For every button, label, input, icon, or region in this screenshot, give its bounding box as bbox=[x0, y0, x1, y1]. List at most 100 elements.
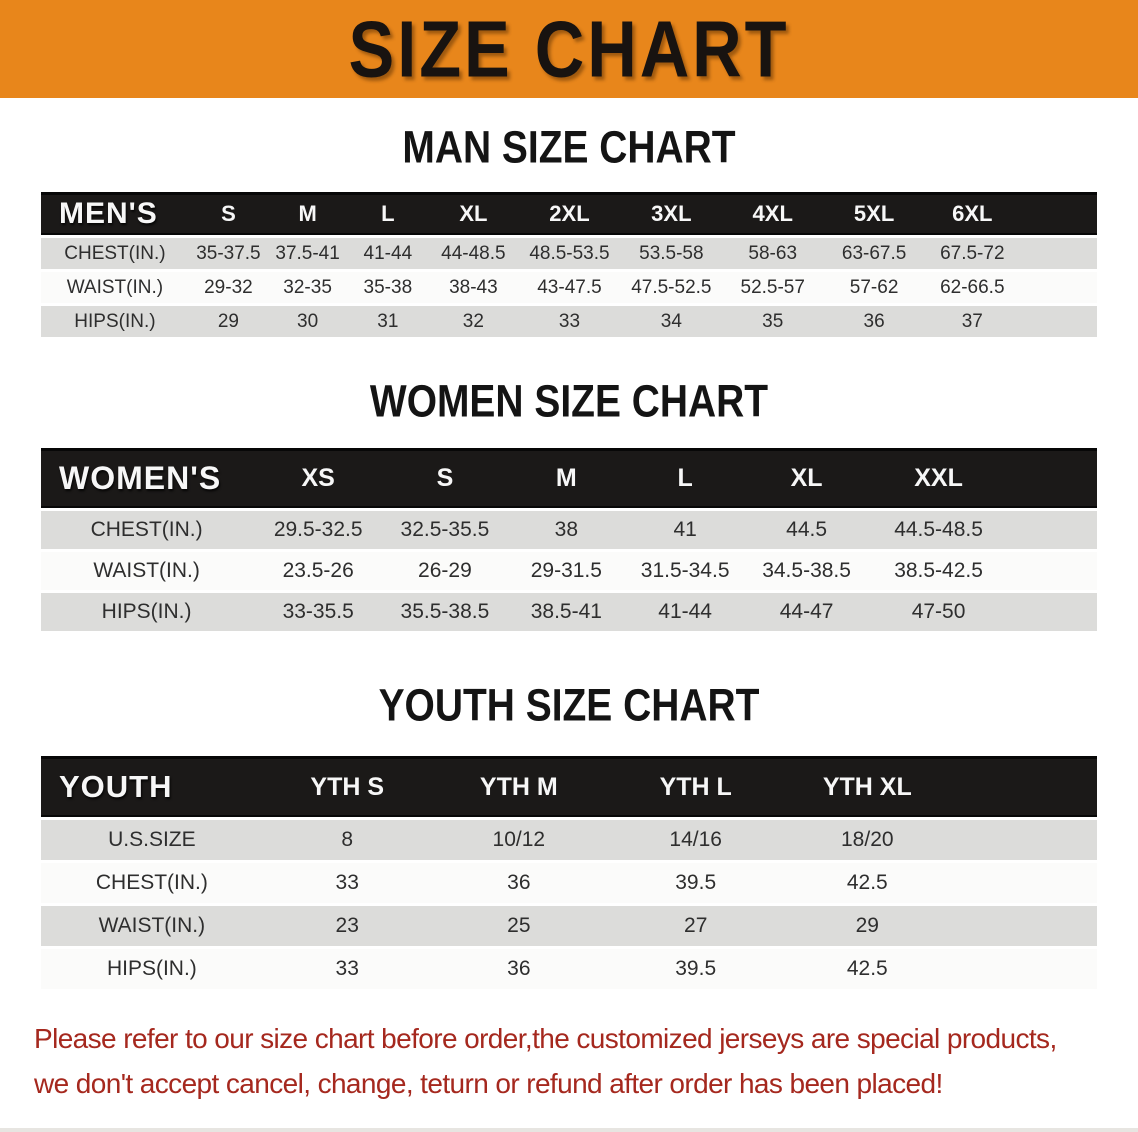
value-cell: 10/12 bbox=[431, 820, 606, 860]
women-section: WOMEN SIZE CHART WOMEN'S XS S M L XL XXL… bbox=[0, 375, 1138, 634]
column-header-cell: 3XL bbox=[620, 192, 723, 235]
column-header-cell: M bbox=[505, 448, 628, 508]
youth-group-label: YOUTH bbox=[41, 756, 263, 817]
row-label-cell: CHEST(IN.) bbox=[41, 863, 263, 903]
value-cell: 31 bbox=[347, 306, 429, 337]
youth-header-row: YOUTH YTH S YTH M YTH L YTH XL bbox=[41, 756, 1097, 817]
disclaimer-line-2: we don't accept cancel, change, teturn o… bbox=[34, 1068, 943, 1099]
column-header-cell: XL bbox=[428, 192, 519, 235]
column-header-cell: L bbox=[627, 448, 744, 508]
column-header-cell: S bbox=[384, 448, 506, 508]
row-label-cell: WAIST(IN.) bbox=[41, 272, 189, 303]
men-section-heading: MAN SIZE CHART bbox=[402, 121, 736, 173]
value-cell: 38 bbox=[505, 511, 628, 549]
column-header-cell: 4XL bbox=[722, 192, 824, 235]
row-label-cell: HIPS(IN.) bbox=[41, 593, 253, 631]
spacer-cell bbox=[1019, 272, 1097, 303]
column-header-cell: XS bbox=[252, 448, 385, 508]
women-waist-row: WAIST(IN.) 23.5-26 26-29 29-31.5 31.5-34… bbox=[41, 552, 1097, 590]
men-hips-row: HIPS(IN.) 29 30 31 32 33 34 35 36 37 bbox=[41, 306, 1097, 337]
row-label-cell: WAIST(IN.) bbox=[41, 906, 263, 946]
spacer-cell bbox=[1019, 192, 1097, 235]
value-cell: 29-31.5 bbox=[505, 552, 628, 590]
spacer-cell bbox=[949, 906, 1097, 946]
value-cell: 47.5-52.5 bbox=[620, 272, 723, 303]
column-header-cell: 6XL bbox=[924, 192, 1020, 235]
value-cell: 37.5-41 bbox=[268, 238, 348, 269]
row-label-cell: U.S.SIZE bbox=[41, 820, 263, 860]
youth-section-heading: YOUTH SIZE CHART bbox=[378, 679, 760, 731]
column-header-cell: 5XL bbox=[823, 192, 925, 235]
value-cell: 62-66.5 bbox=[924, 272, 1020, 303]
value-cell: 41 bbox=[627, 511, 744, 549]
value-cell: 37 bbox=[924, 306, 1020, 337]
banner: SIZE CHART bbox=[0, 0, 1138, 98]
youth-waist-row: WAIST(IN.) 23 25 27 29 bbox=[41, 906, 1097, 946]
value-cell: 29 bbox=[785, 906, 950, 946]
value-cell: 29-32 bbox=[188, 272, 269, 303]
value-cell: 35-38 bbox=[347, 272, 429, 303]
value-cell: 33 bbox=[262, 949, 432, 989]
value-cell: 35 bbox=[722, 306, 824, 337]
value-cell: 39.5 bbox=[605, 863, 786, 903]
value-cell: 14/16 bbox=[605, 820, 786, 860]
women-group-label: WOMEN'S bbox=[41, 448, 253, 508]
spacer-cell bbox=[949, 949, 1097, 989]
value-cell: 18/20 bbox=[785, 820, 950, 860]
row-label-cell: WAIST(IN.) bbox=[41, 552, 253, 590]
value-cell: 8 bbox=[262, 820, 432, 860]
youth-size-table: YOUTH YTH S YTH M YTH L YTH XL U.S.SIZE … bbox=[41, 753, 1097, 992]
value-cell: 27 bbox=[605, 906, 786, 946]
value-cell: 38.5-41 bbox=[505, 593, 628, 631]
value-cell: 33-35.5 bbox=[252, 593, 385, 631]
spacer-cell bbox=[1007, 448, 1097, 508]
value-cell: 31.5-34.5 bbox=[627, 552, 744, 590]
value-cell: 36 bbox=[431, 863, 606, 903]
men-section: MAN SIZE CHART MEN'S S M L XL 2XL 3XL 4X… bbox=[0, 121, 1138, 340]
men-chest-row: CHEST(IN.) 35-37.5 37.5-41 41-44 44-48.5… bbox=[41, 238, 1097, 269]
spacer-cell bbox=[1019, 306, 1097, 337]
value-cell: 44.5-48.5 bbox=[869, 511, 1008, 549]
column-header-cell: L bbox=[347, 192, 429, 235]
disclaimer-line-1: Please refer to our size chart before or… bbox=[34, 1023, 1057, 1054]
value-cell: 67.5-72 bbox=[924, 238, 1020, 269]
women-hips-row: HIPS(IN.) 33-35.5 35.5-38.5 38.5-41 41-4… bbox=[41, 593, 1097, 631]
spacer-cell bbox=[1007, 593, 1097, 631]
spacer-cell bbox=[949, 863, 1097, 903]
value-cell: 36 bbox=[823, 306, 925, 337]
men-waist-row: WAIST(IN.) 29-32 32-35 35-38 38-43 43-47… bbox=[41, 272, 1097, 303]
value-cell: 41-44 bbox=[627, 593, 744, 631]
value-cell: 48.5-53.5 bbox=[518, 238, 621, 269]
value-cell: 32.5-35.5 bbox=[384, 511, 506, 549]
value-cell: 38.5-42.5 bbox=[869, 552, 1008, 590]
banner-title: SIZE CHART bbox=[348, 4, 790, 94]
value-cell: 33 bbox=[262, 863, 432, 903]
row-label-cell: CHEST(IN.) bbox=[41, 238, 189, 269]
value-cell: 43-47.5 bbox=[518, 272, 621, 303]
row-label-cell: CHEST(IN.) bbox=[41, 511, 253, 549]
column-header-cell: YTH M bbox=[431, 756, 606, 817]
value-cell: 32 bbox=[428, 306, 519, 337]
value-cell: 42.5 bbox=[785, 863, 950, 903]
value-cell: 29 bbox=[188, 306, 269, 337]
value-cell: 53.5-58 bbox=[620, 238, 723, 269]
disclaimer: Please refer to our size chart before or… bbox=[0, 1016, 1138, 1106]
value-cell: 34.5-38.5 bbox=[743, 552, 870, 590]
value-cell: 38-43 bbox=[428, 272, 519, 303]
column-header-cell: YTH XL bbox=[785, 756, 950, 817]
value-cell: 58-63 bbox=[722, 238, 824, 269]
spacer-cell bbox=[1007, 511, 1097, 549]
value-cell: 33 bbox=[518, 306, 621, 337]
spacer-cell bbox=[1007, 552, 1097, 590]
value-cell: 57-62 bbox=[823, 272, 925, 303]
value-cell: 35.5-38.5 bbox=[384, 593, 506, 631]
value-cell: 32-35 bbox=[268, 272, 348, 303]
women-section-heading: WOMEN SIZE CHART bbox=[369, 375, 769, 427]
women-chest-row: CHEST(IN.) 29.5-32.5 32.5-35.5 38 41 44.… bbox=[41, 511, 1097, 549]
value-cell: 44.5 bbox=[743, 511, 870, 549]
value-cell: 63-67.5 bbox=[823, 238, 925, 269]
women-size-table: WOMEN'S XS S M L XL XXL CHEST(IN.) 29.5-… bbox=[41, 445, 1097, 634]
spacer-cell bbox=[949, 756, 1097, 817]
row-label-cell: HIPS(IN.) bbox=[41, 306, 189, 337]
value-cell: 44-47 bbox=[743, 593, 870, 631]
